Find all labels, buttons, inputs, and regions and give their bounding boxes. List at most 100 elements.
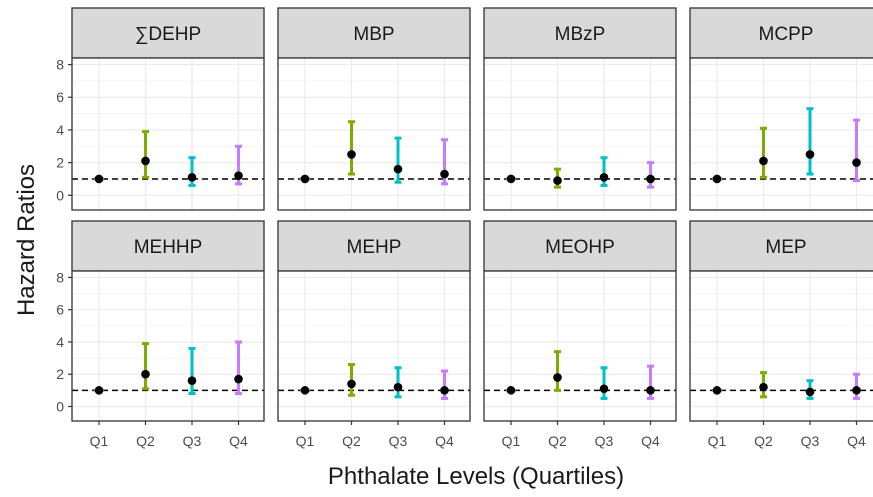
point-estimate (805, 387, 815, 397)
point-estimate (646, 174, 655, 184)
facet-strip-label: MEP (765, 237, 806, 258)
plot-background (72, 58, 264, 210)
x-tick-label: Q1 (296, 433, 315, 449)
facet-panel: MEHP Q1 Q2 Q3 Q4 (277, 220, 471, 449)
y-tick-label: 6 (56, 89, 64, 105)
point-estimate (393, 382, 403, 392)
point-estimate (234, 374, 243, 384)
plot-background (484, 58, 676, 210)
point-estimate (300, 174, 310, 184)
point-estimate (852, 158, 861, 167)
point-estimate (553, 176, 562, 185)
panel-border (277, 270, 471, 422)
facet-panel: ∑DEHP 0 2 4 6 8 (56, 7, 265, 211)
facet-strip-label: ∑DEHP (135, 24, 201, 45)
facet-strip-label: MEHHP (134, 237, 203, 258)
plot-background (690, 271, 873, 421)
point-estimate (852, 386, 861, 395)
facet-strip-label: MEHP (347, 237, 402, 258)
panel-border (689, 270, 873, 422)
facet-strip-label: MBP (353, 24, 394, 45)
point-estimate (300, 386, 310, 395)
y-tick-label: 8 (56, 269, 64, 285)
plot-background (278, 58, 470, 210)
point-estimate (94, 386, 104, 395)
x-tick-label: Q3 (183, 433, 202, 449)
x-tick-label: Q4 (641, 433, 660, 449)
point-estimate (347, 150, 356, 159)
x-tick-label: Q1 (708, 433, 727, 449)
x-tick-label: Q2 (754, 433, 773, 449)
x-tick-label: Q2 (342, 433, 361, 449)
point-estimate (646, 386, 655, 395)
facet-strip (483, 220, 677, 272)
x-tick-label: Q3 (595, 433, 614, 449)
point-estimate (393, 164, 403, 174)
x-tick-label: Q4 (229, 433, 248, 449)
facet-panel: MBP (277, 7, 471, 211)
y-axis-title: Hazard Ratios (13, 164, 40, 316)
point-estimate (187, 376, 197, 385)
facet-strip-label: MCPP (759, 24, 814, 45)
x-tick-label: Q4 (435, 433, 454, 449)
point-estimate (599, 384, 609, 394)
point-estimate (506, 174, 516, 184)
panel-border (277, 57, 471, 211)
point-estimate (440, 386, 449, 395)
facet-strip (277, 7, 471, 59)
point-estimate (141, 369, 150, 379)
y-tick-label: 2 (56, 366, 64, 382)
facet-panel: MCPP (689, 7, 873, 211)
x-tick-label: Q1 (502, 433, 521, 449)
point-estimate (187, 173, 197, 182)
x-tick-label: Q1 (90, 433, 109, 449)
point-estimate (347, 379, 356, 389)
y-tick-label: 6 (56, 302, 64, 318)
y-tick-label: 0 (56, 398, 64, 414)
panel-border (483, 270, 677, 422)
facet-strip-label: MBzP (555, 24, 606, 45)
x-tick-label: Q3 (801, 433, 820, 449)
point-estimate (506, 386, 516, 395)
facet-panel: MEHHP 0 2 4 6 8 Q1 Q2 Q3 Q4 (56, 220, 265, 449)
facet-strip (71, 7, 265, 59)
panel-border (71, 57, 265, 211)
point-estimate (440, 169, 449, 179)
facet-strip (277, 220, 471, 272)
facet-panel: MEP Q1 Q2 Q3 Q4 (689, 220, 873, 449)
facet-strip (71, 220, 265, 272)
point-estimate (141, 156, 150, 166)
panel-border (71, 270, 265, 422)
y-tick-label: 2 (56, 155, 64, 171)
y-tick-label: 8 (56, 57, 64, 73)
x-tick-label: Q3 (389, 433, 408, 449)
point-estimate (712, 386, 722, 395)
axis-layer: Phthalate Levels (Quartiles) Hazard Rati… (13, 164, 624, 490)
point-estimate (805, 150, 815, 159)
point-estimate (599, 173, 609, 182)
x-tick-label: Q2 (548, 433, 567, 449)
facet-strip-label: MEOHP (545, 237, 615, 258)
y-tick-label: 0 (56, 187, 64, 203)
panel-border (483, 57, 677, 211)
plot-background (72, 271, 264, 421)
point-estimate (94, 174, 104, 184)
x-tick-label: Q2 (136, 433, 155, 449)
x-tick-label: Q4 (847, 433, 866, 449)
x-axis-title: Phthalate Levels (Quartiles) (328, 463, 624, 490)
point-estimate (759, 382, 768, 392)
point-estimate (234, 171, 243, 180)
point-estimate (759, 156, 768, 166)
facet-panel: MEOHP Q1 Q2 Q3 Q4 (483, 220, 677, 449)
panel-border (689, 57, 873, 211)
y-tick-label: 4 (56, 122, 64, 138)
facet-strip (689, 7, 873, 59)
point-estimate (712, 174, 722, 184)
facet-panel: MBzP (483, 7, 677, 211)
plot-background (690, 58, 873, 210)
point-estimate (553, 373, 562, 382)
plot-background (278, 271, 470, 421)
y-tick-label: 4 (56, 334, 64, 350)
